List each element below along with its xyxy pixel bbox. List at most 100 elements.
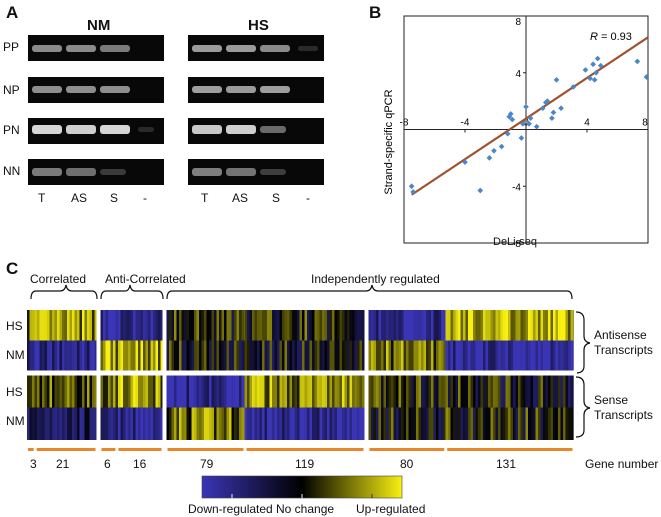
- heatmap-cell: [267, 310, 270, 341]
- heatmap-cell: [500, 407, 504, 440]
- heatmap-cell: [294, 375, 298, 408]
- heatmap-cell: [563, 407, 566, 440]
- heatmap-cell: [508, 375, 511, 408]
- scatter-point: [544, 98, 551, 104]
- heatmap-cell: [396, 340, 399, 371]
- heatmap-cell: [513, 310, 516, 341]
- heatmap-cell: [428, 310, 432, 341]
- heatmap-cell: [515, 310, 519, 341]
- heatmap-cell: [79, 340, 83, 371]
- gene-count-bar: [28, 448, 34, 451]
- heatmap-cell: [62, 310, 65, 341]
- heatmap-cell: [329, 310, 333, 341]
- heatmap-cell: [79, 375, 83, 408]
- heatmap-cell: [450, 340, 454, 371]
- heatmap-cell: [169, 340, 172, 371]
- heatmap-cell: [493, 310, 496, 341]
- heatmap-cell: [490, 340, 494, 371]
- heatmap-cell: [403, 375, 407, 408]
- heatmap-cell: [411, 407, 414, 440]
- heatmap-cell: [495, 375, 499, 408]
- heatmap-cell: [181, 407, 185, 440]
- heatmap-cell: [69, 310, 73, 341]
- heatmap-cell: [84, 340, 88, 371]
- heatmap-cell: [47, 340, 50, 371]
- heatmap-cell: [133, 375, 136, 408]
- heatmap-cell: [196, 340, 200, 371]
- gel-hs-nn: [188, 159, 324, 185]
- heatmap-cell: [59, 310, 63, 341]
- heatmap-cell: [87, 407, 90, 440]
- panel-c-letter: C: [6, 259, 19, 278]
- heatmap-cell: [302, 310, 305, 341]
- heatmap-cell: [244, 407, 245, 440]
- heatmap-cell: [540, 407, 544, 440]
- heatmap-cell: [155, 375, 159, 408]
- legend-label-none: No change: [276, 502, 335, 516]
- heatmap-cell: [148, 407, 151, 440]
- heatmap-cell: [299, 340, 303, 371]
- heatmap-cell: [309, 375, 313, 408]
- heatmap-cell: [573, 407, 574, 440]
- heatmap-cell: [105, 407, 109, 440]
- heatmap-cell: [113, 375, 116, 408]
- heatmap-cell: [52, 375, 55, 408]
- heatmap-cell: [267, 407, 270, 440]
- heatmap-cell: [189, 310, 192, 341]
- heatmap-cell: [282, 340, 285, 371]
- heatmap-cell: [269, 340, 273, 371]
- heatmap-cell: [533, 407, 536, 440]
- heatmap-cell: [518, 310, 521, 341]
- heatmap-cell: [347, 375, 350, 408]
- heatmap-cell: [209, 375, 212, 408]
- heatmap-cell: [279, 375, 283, 408]
- row-label-nn: NN: [3, 164, 21, 178]
- heatmap-cell: [108, 310, 111, 341]
- heatmap-cell: [337, 375, 340, 408]
- heatmap-cell: [359, 407, 363, 440]
- heatmap-cell: [513, 407, 516, 440]
- heatmap-cell: [520, 407, 524, 440]
- heatmap-cell: [181, 375, 185, 408]
- heatmap-cell: [153, 310, 156, 341]
- heatmap-cell: [478, 407, 481, 440]
- heatmap-cell: [287, 340, 290, 371]
- heatmap-cell: [59, 340, 63, 371]
- heatmap-cell: [292, 375, 295, 408]
- heatmap-cell: [199, 407, 202, 440]
- heatmap-cell: [465, 310, 469, 341]
- heatmap-cell: [115, 375, 119, 408]
- heatmap-cell: [155, 310, 159, 341]
- heatmap-cell: [317, 407, 320, 440]
- heatmap-cell: [530, 375, 534, 408]
- heatmap-cell: [44, 375, 48, 408]
- heatmap-cell: [478, 310, 481, 341]
- heatmap-cell: [236, 310, 240, 341]
- heatmap-cell: [123, 407, 126, 440]
- heatmap-cell: [59, 407, 63, 440]
- heatmap-cell: [292, 407, 295, 440]
- heatmap-cell: [64, 375, 68, 408]
- heatmap-cell: [463, 407, 466, 440]
- heatmap-cell: [39, 340, 43, 371]
- heatmap-cell: [209, 340, 212, 371]
- heatmap-cell: [498, 375, 501, 408]
- heatmap-cell: [421, 310, 424, 341]
- heatmap-cell: [391, 407, 394, 440]
- heatmap-cell: [309, 407, 313, 440]
- heatmap-cell: [359, 375, 363, 408]
- heatmap-cell: [113, 407, 116, 440]
- heatmap-cell: [44, 340, 48, 371]
- heatmap-cell: [267, 340, 270, 371]
- heatmap-cell: [87, 340, 90, 371]
- row-label-hs-sense: HS: [6, 385, 23, 399]
- heatmap-cell: [42, 407, 45, 440]
- heatmap-cell: [453, 407, 456, 440]
- heatmap-cell: [540, 310, 544, 341]
- heatmap-cell: [485, 407, 489, 440]
- heatmap-cell: [352, 310, 355, 341]
- heatmap-cell: [297, 375, 300, 408]
- heatmap-cell: [234, 340, 237, 371]
- heatmap-cell: [231, 407, 235, 440]
- heatmap-cell: [376, 310, 379, 341]
